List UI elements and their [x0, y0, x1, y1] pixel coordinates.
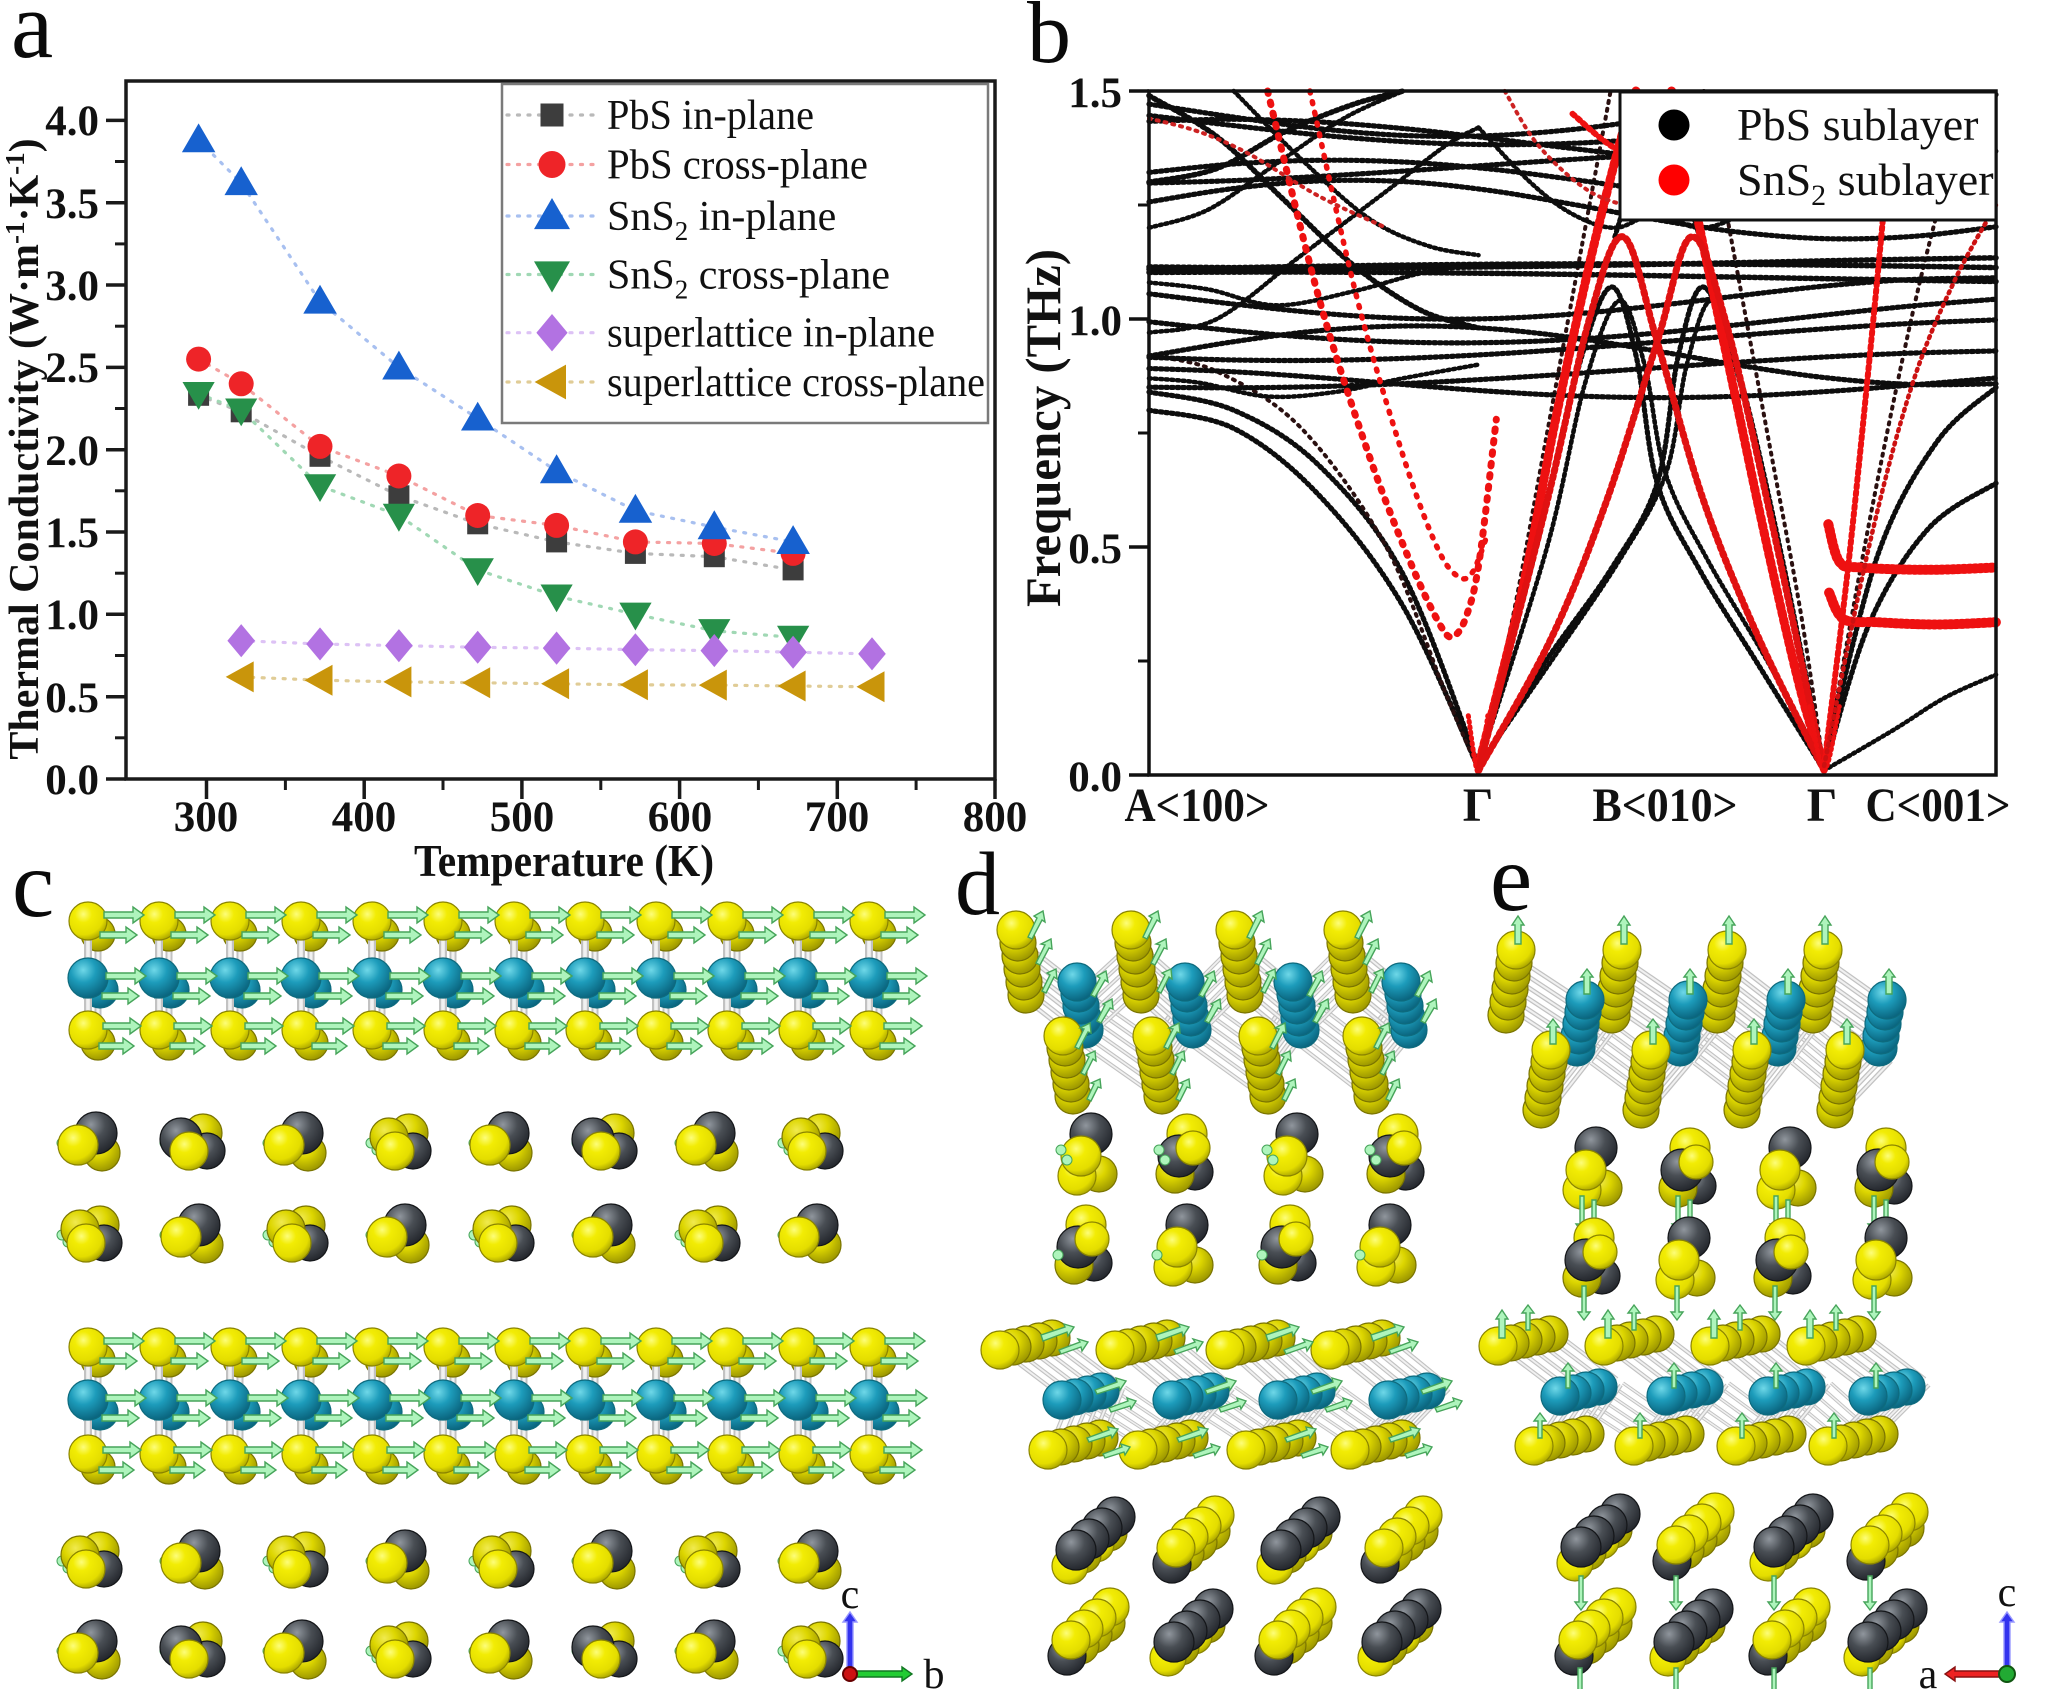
- svg-text:b: b: [924, 1652, 945, 1689]
- svg-text:800: 800: [963, 794, 1028, 841]
- svg-text:PbS in-plane: PbS in-plane: [607, 93, 814, 139]
- svg-text:0.5: 0.5: [1068, 526, 1122, 573]
- svg-text:3.5: 3.5: [45, 181, 99, 228]
- svg-text:superlattice in-plane: superlattice in-plane: [607, 311, 935, 357]
- svg-text:1.0: 1.0: [1068, 298, 1122, 345]
- svg-text:SnS2 in-plane: SnS2 in-plane: [607, 194, 836, 246]
- svg-text:300: 300: [174, 794, 239, 841]
- svg-text:0.0: 0.0: [1068, 754, 1122, 801]
- svg-text:500: 500: [490, 794, 555, 841]
- svg-text:a: a: [11, 0, 53, 78]
- svg-text:PbS sublayer: PbS sublayer: [1737, 99, 1979, 150]
- svg-text:e: e: [1490, 825, 1532, 931]
- svg-text:A<100>: A<100>: [1125, 779, 1270, 832]
- svg-text:0.0: 0.0: [45, 757, 99, 804]
- svg-text:c: c: [841, 1572, 860, 1618]
- svg-text:400: 400: [332, 794, 397, 841]
- svg-text:c: c: [12, 831, 54, 937]
- svg-text:0.5: 0.5: [45, 675, 99, 722]
- svg-text:2.5: 2.5: [45, 345, 99, 392]
- svg-text:C<001>: C<001>: [1866, 779, 2011, 832]
- svg-text:1.5: 1.5: [45, 510, 99, 557]
- svg-text:a: a: [1919, 1652, 1938, 1689]
- svg-text:d: d: [955, 835, 1000, 934]
- svg-text:3.0: 3.0: [45, 263, 99, 310]
- svg-text:600: 600: [648, 794, 713, 841]
- svg-text:Frequency (THz): Frequency (THz): [1015, 249, 1071, 607]
- svg-text:Temperature (K): Temperature (K): [414, 835, 714, 886]
- svg-text:1.0: 1.0: [45, 592, 99, 639]
- svg-text:2.0: 2.0: [45, 428, 99, 475]
- svg-text:SnS2 cross-plane: SnS2 cross-plane: [607, 253, 890, 305]
- svg-text:Γ: Γ: [1807, 779, 1838, 832]
- svg-text:superlattice cross-plane: superlattice cross-plane: [607, 360, 985, 406]
- svg-text:PbS cross-plane: PbS cross-plane: [607, 143, 868, 189]
- svg-text:c: c: [1998, 1570, 2017, 1616]
- svg-text:700: 700: [805, 794, 870, 841]
- svg-text:Γ: Γ: [1463, 779, 1494, 832]
- svg-text:4.0: 4.0: [45, 98, 99, 145]
- svg-text:B<010>: B<010>: [1593, 779, 1738, 832]
- svg-text:b: b: [1027, 0, 1071, 82]
- svg-text:SnS2 sublayer: SnS2 sublayer: [1737, 154, 1994, 212]
- svg-text:1.5: 1.5: [1068, 70, 1122, 117]
